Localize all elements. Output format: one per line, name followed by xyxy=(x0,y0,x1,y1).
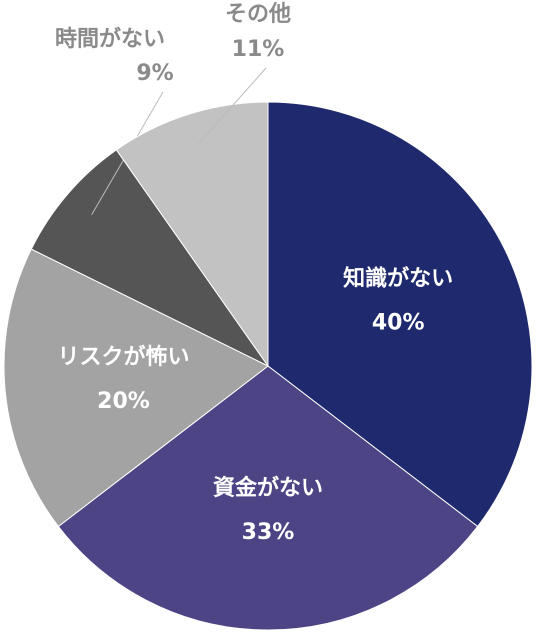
slice-value: 11% xyxy=(232,37,285,62)
pie-slice xyxy=(30,149,269,367)
slice-label: 時間がない xyxy=(55,26,165,52)
slice-value: 9% xyxy=(136,61,173,86)
slice-value: 33% xyxy=(242,520,295,545)
pie-slice xyxy=(57,365,479,631)
pie-slice xyxy=(3,248,269,528)
pie-slice xyxy=(115,101,269,368)
slice-label: 知識がない xyxy=(343,266,453,292)
slice-value: 40% xyxy=(372,311,425,336)
slice-label: その他 xyxy=(225,2,291,27)
leader-line xyxy=(197,67,267,145)
slice-value: 20% xyxy=(97,389,150,414)
slice-label: 資金がない xyxy=(213,475,323,501)
slice-label: リスクが怖い xyxy=(57,344,189,370)
pie-slice xyxy=(267,101,533,528)
